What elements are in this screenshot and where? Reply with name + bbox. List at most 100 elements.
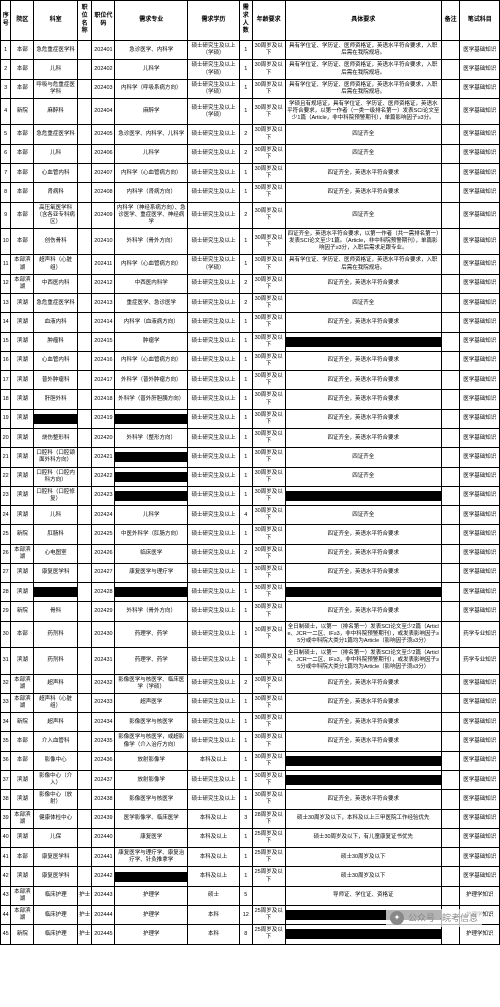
cell: 具有学位证、学历证、医师资格证，英语水平符合要求，入职后需在我院规培。 <box>285 41 441 60</box>
table-row: 17滨湖普外肿瘤科202417外科学（普外肿瘤方向）硕士研究生及以上130周岁及… <box>1 371 500 390</box>
cell: 202401 <box>92 41 115 60</box>
redacted-block <box>115 587 187 597</box>
cell: 药学专业知识 <box>460 621 500 647</box>
cell: 本部滨湖 <box>11 809 34 828</box>
cell: 滨湖 <box>11 867 34 886</box>
cell: 202422 <box>92 467 115 486</box>
table-row: 23滨湖口腔科（口腔修复）202423硕士研究生及以上130周岁及以下医学基础知… <box>1 486 500 505</box>
cell <box>77 732 92 751</box>
cell <box>441 60 460 79</box>
cell: 医学基础知识 <box>460 79 500 98</box>
cell: 四证齐全，英语水平符合要求 <box>285 563 441 582</box>
cell: 硕士研究生及以上 <box>188 790 240 809</box>
cell: 202410 <box>92 229 115 255</box>
cell: 30周岁及以下 <box>252 99 285 125</box>
cell: 急诊医学、内科学 <box>115 41 188 60</box>
cell <box>77 183 92 202</box>
watermark: ✦ 公众号 ·皖考信息 <box>386 909 482 927</box>
cell <box>77 828 92 847</box>
cell: 硕士研究生及以上 <box>188 428 240 447</box>
col-header: 序号 <box>1 1 11 41</box>
table-row: 22滨湖口腔科（口腔内科方向）202422硕士研究生及以上130周岁及以下四证齐… <box>1 467 500 486</box>
cell <box>441 409 460 428</box>
cell <box>285 332 441 351</box>
watermark-name: ·皖考信息 <box>439 911 478 924</box>
cell: 44 <box>1 905 11 924</box>
cell <box>115 448 188 467</box>
cell <box>77 648 92 674</box>
cell: 30周岁及以下 <box>252 60 285 79</box>
cell: 中西医内科学 <box>115 274 188 293</box>
cell: 护士 <box>77 886 92 905</box>
table-row: 36本部影像中心202436放射影像学本科及以上130周岁及以下医学基础知识 <box>1 751 500 770</box>
cell: 1 <box>240 371 252 390</box>
cell: 四证齐全，英语水平符合要求 <box>285 428 441 447</box>
cell: 11 <box>1 255 11 274</box>
table-row: 5本部急危重症医学科202405急诊医学、内科学、儿科学硕士研究生及以上230周… <box>1 125 500 144</box>
table-row: 33本部滨湖超声科（心脏组）202433超声医学硕士研究生及以上130周岁及以下… <box>1 693 500 712</box>
cell: 1 <box>240 848 252 867</box>
cell: 医学基础知识 <box>460 125 500 144</box>
cell: 医学基础知识 <box>460 602 500 621</box>
table-row: 38滨湖影像中心（放射）202438影像医学与核医学硕士研究生及以上130周岁及… <box>1 790 500 809</box>
cell: 14 <box>1 313 11 332</box>
redacted-block <box>286 491 441 501</box>
cell <box>77 486 92 505</box>
cell <box>77 790 92 809</box>
cell: 202403 <box>92 79 115 98</box>
cell: 1 <box>240 525 252 544</box>
cell: 硕士研究生及以上 <box>188 125 240 144</box>
cell: 医学基础知识 <box>460 583 500 602</box>
cell: 肝胆外科 <box>34 390 78 409</box>
cell <box>441 732 460 751</box>
cell: 39 <box>1 809 11 828</box>
cell: 医学基础知识 <box>460 313 500 332</box>
cell: 25周岁及以下 <box>252 867 285 886</box>
cell: 康复医学科 <box>34 563 78 582</box>
cell: 内科学（心血管病方向） <box>115 164 188 183</box>
cell: 硕士研究生及以上 <box>188 313 240 332</box>
cell: 药剂科 <box>34 648 78 674</box>
cell: 医学基础知识 <box>460 693 500 712</box>
cell: 四证齐全，英语水平符合要求 <box>285 409 441 428</box>
cell: 1 <box>240 732 252 751</box>
cell: 30 <box>1 621 11 647</box>
cell: 四证齐全，英语水平符合要求 <box>285 274 441 293</box>
cell: 1 <box>240 602 252 621</box>
cell: 30周岁及以下 <box>252 563 285 582</box>
cell: 医学基础知识 <box>460 771 500 790</box>
cell: 硕士研究生及以上（学硕） <box>188 99 240 125</box>
cell: 1 <box>240 390 252 409</box>
cell: 25周岁及以下 <box>252 828 285 847</box>
cell <box>77 848 92 867</box>
col-header: 需求人数 <box>240 1 252 41</box>
cell: 本部滨湖 <box>11 544 34 563</box>
cell: 中医外科学（肛肠方向） <box>115 525 188 544</box>
cell: 放射影像学 <box>115 751 188 770</box>
cell: 20 <box>1 428 11 447</box>
table-row: 16滨湖心血管内科202416内科学（心血管病方向）硕士研究生及以上130周岁及… <box>1 351 500 370</box>
cell: 2 <box>1 60 11 79</box>
cell <box>77 563 92 582</box>
cell: 内科学（肾病方向） <box>115 183 188 202</box>
cell: 急危重症医学科 <box>34 125 78 144</box>
cell: 18 <box>1 390 11 409</box>
cell: 202418 <box>92 390 115 409</box>
cell: 202429 <box>92 602 115 621</box>
cell: 滨湖 <box>11 771 34 790</box>
cell: 30周岁及以下 <box>252 229 285 255</box>
cell: 滨湖 <box>11 448 34 467</box>
cell: 本部 <box>11 202 34 228</box>
cell: 1 <box>240 41 252 60</box>
cell <box>77 467 92 486</box>
cell: 康复医学科 <box>34 867 78 886</box>
cell: 1 <box>240 183 252 202</box>
cell <box>77 255 92 274</box>
cell: 药学专业知识 <box>460 648 500 674</box>
cell <box>77 674 92 693</box>
cell: 30周岁及以下 <box>252 713 285 732</box>
cell: 心血管内科 <box>34 164 78 183</box>
cell: 硕士研究生及以上 <box>188 390 240 409</box>
cell <box>441 144 460 163</box>
col-header: 需求学历 <box>188 1 240 41</box>
